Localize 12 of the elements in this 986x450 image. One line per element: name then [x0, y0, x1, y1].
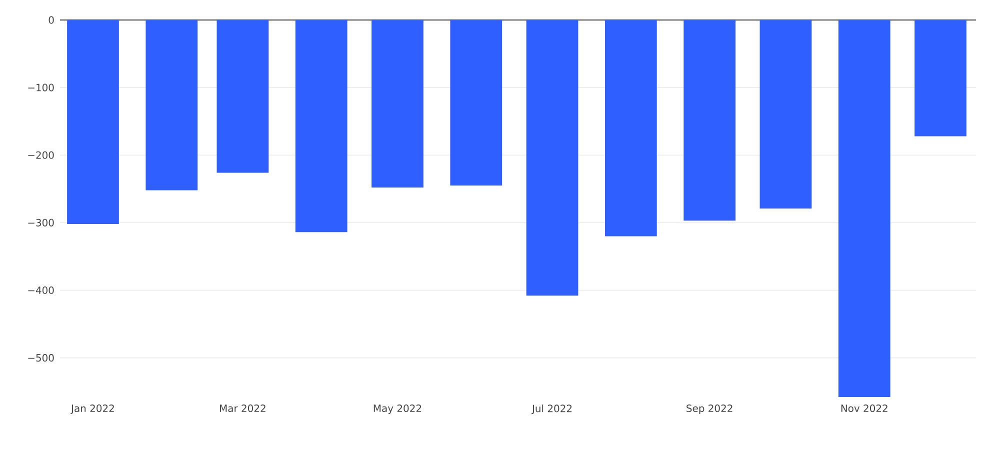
y-tick-label: −500 — [28, 354, 54, 362]
x-tick-label: Sep 2022 — [686, 404, 732, 414]
x-tick-label: Nov 2022 — [841, 404, 888, 412]
y-tick-label: −400 — [28, 286, 54, 294]
y-tick-label: −300 — [28, 218, 54, 226]
x-tick-label: May 2022 — [374, 404, 422, 414]
y-tick-label: 0 — [48, 16, 54, 24]
x-tick-label: Jan 2022 — [70, 404, 114, 414]
y-tick-label: −100 — [28, 84, 54, 92]
x-tick-label: Mar 2022 — [220, 404, 266, 412]
y-tick-label: −200 — [28, 151, 54, 159]
x-tick-label: Jul 2022 — [531, 404, 572, 414]
